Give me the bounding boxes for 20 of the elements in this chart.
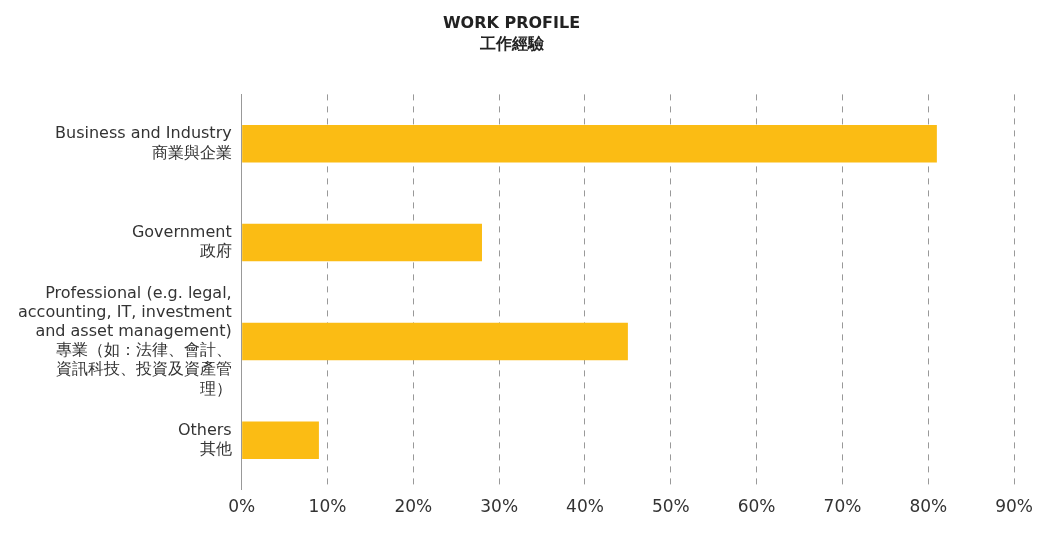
x-tick-label: 40% xyxy=(566,496,604,517)
y-tick-label: Professional (e.g. legal, accounting, IT, investment and asset management) 專業（如：法律、會計、資訊科技、投資及資產管理） xyxy=(18,282,232,398)
y-tick-label: Others 其他 xyxy=(177,419,232,458)
x-tick-label: 20% xyxy=(394,496,433,517)
y-tick-label: Business and Industry 商業與企業 xyxy=(55,123,232,162)
y-tick-label: Government 政府 xyxy=(131,222,232,261)
x-tick-label: 80% xyxy=(909,496,948,517)
bar xyxy=(242,421,319,459)
bar xyxy=(242,125,937,163)
chart-title: WORK PROFILE xyxy=(442,12,581,32)
chart-subtitle: 工作經驗 xyxy=(478,33,545,53)
x-tick-label: 90% xyxy=(995,496,1034,517)
x-tick-label: 10% xyxy=(308,496,347,517)
x-tick-label: 30% xyxy=(480,496,519,517)
x-tick-label: 70% xyxy=(823,496,862,517)
x-tick-label: 60% xyxy=(737,496,776,517)
x-tick-label: 0% xyxy=(228,496,256,517)
bar xyxy=(242,322,628,361)
x-tick-label: 50% xyxy=(651,496,690,517)
bar xyxy=(242,223,482,262)
